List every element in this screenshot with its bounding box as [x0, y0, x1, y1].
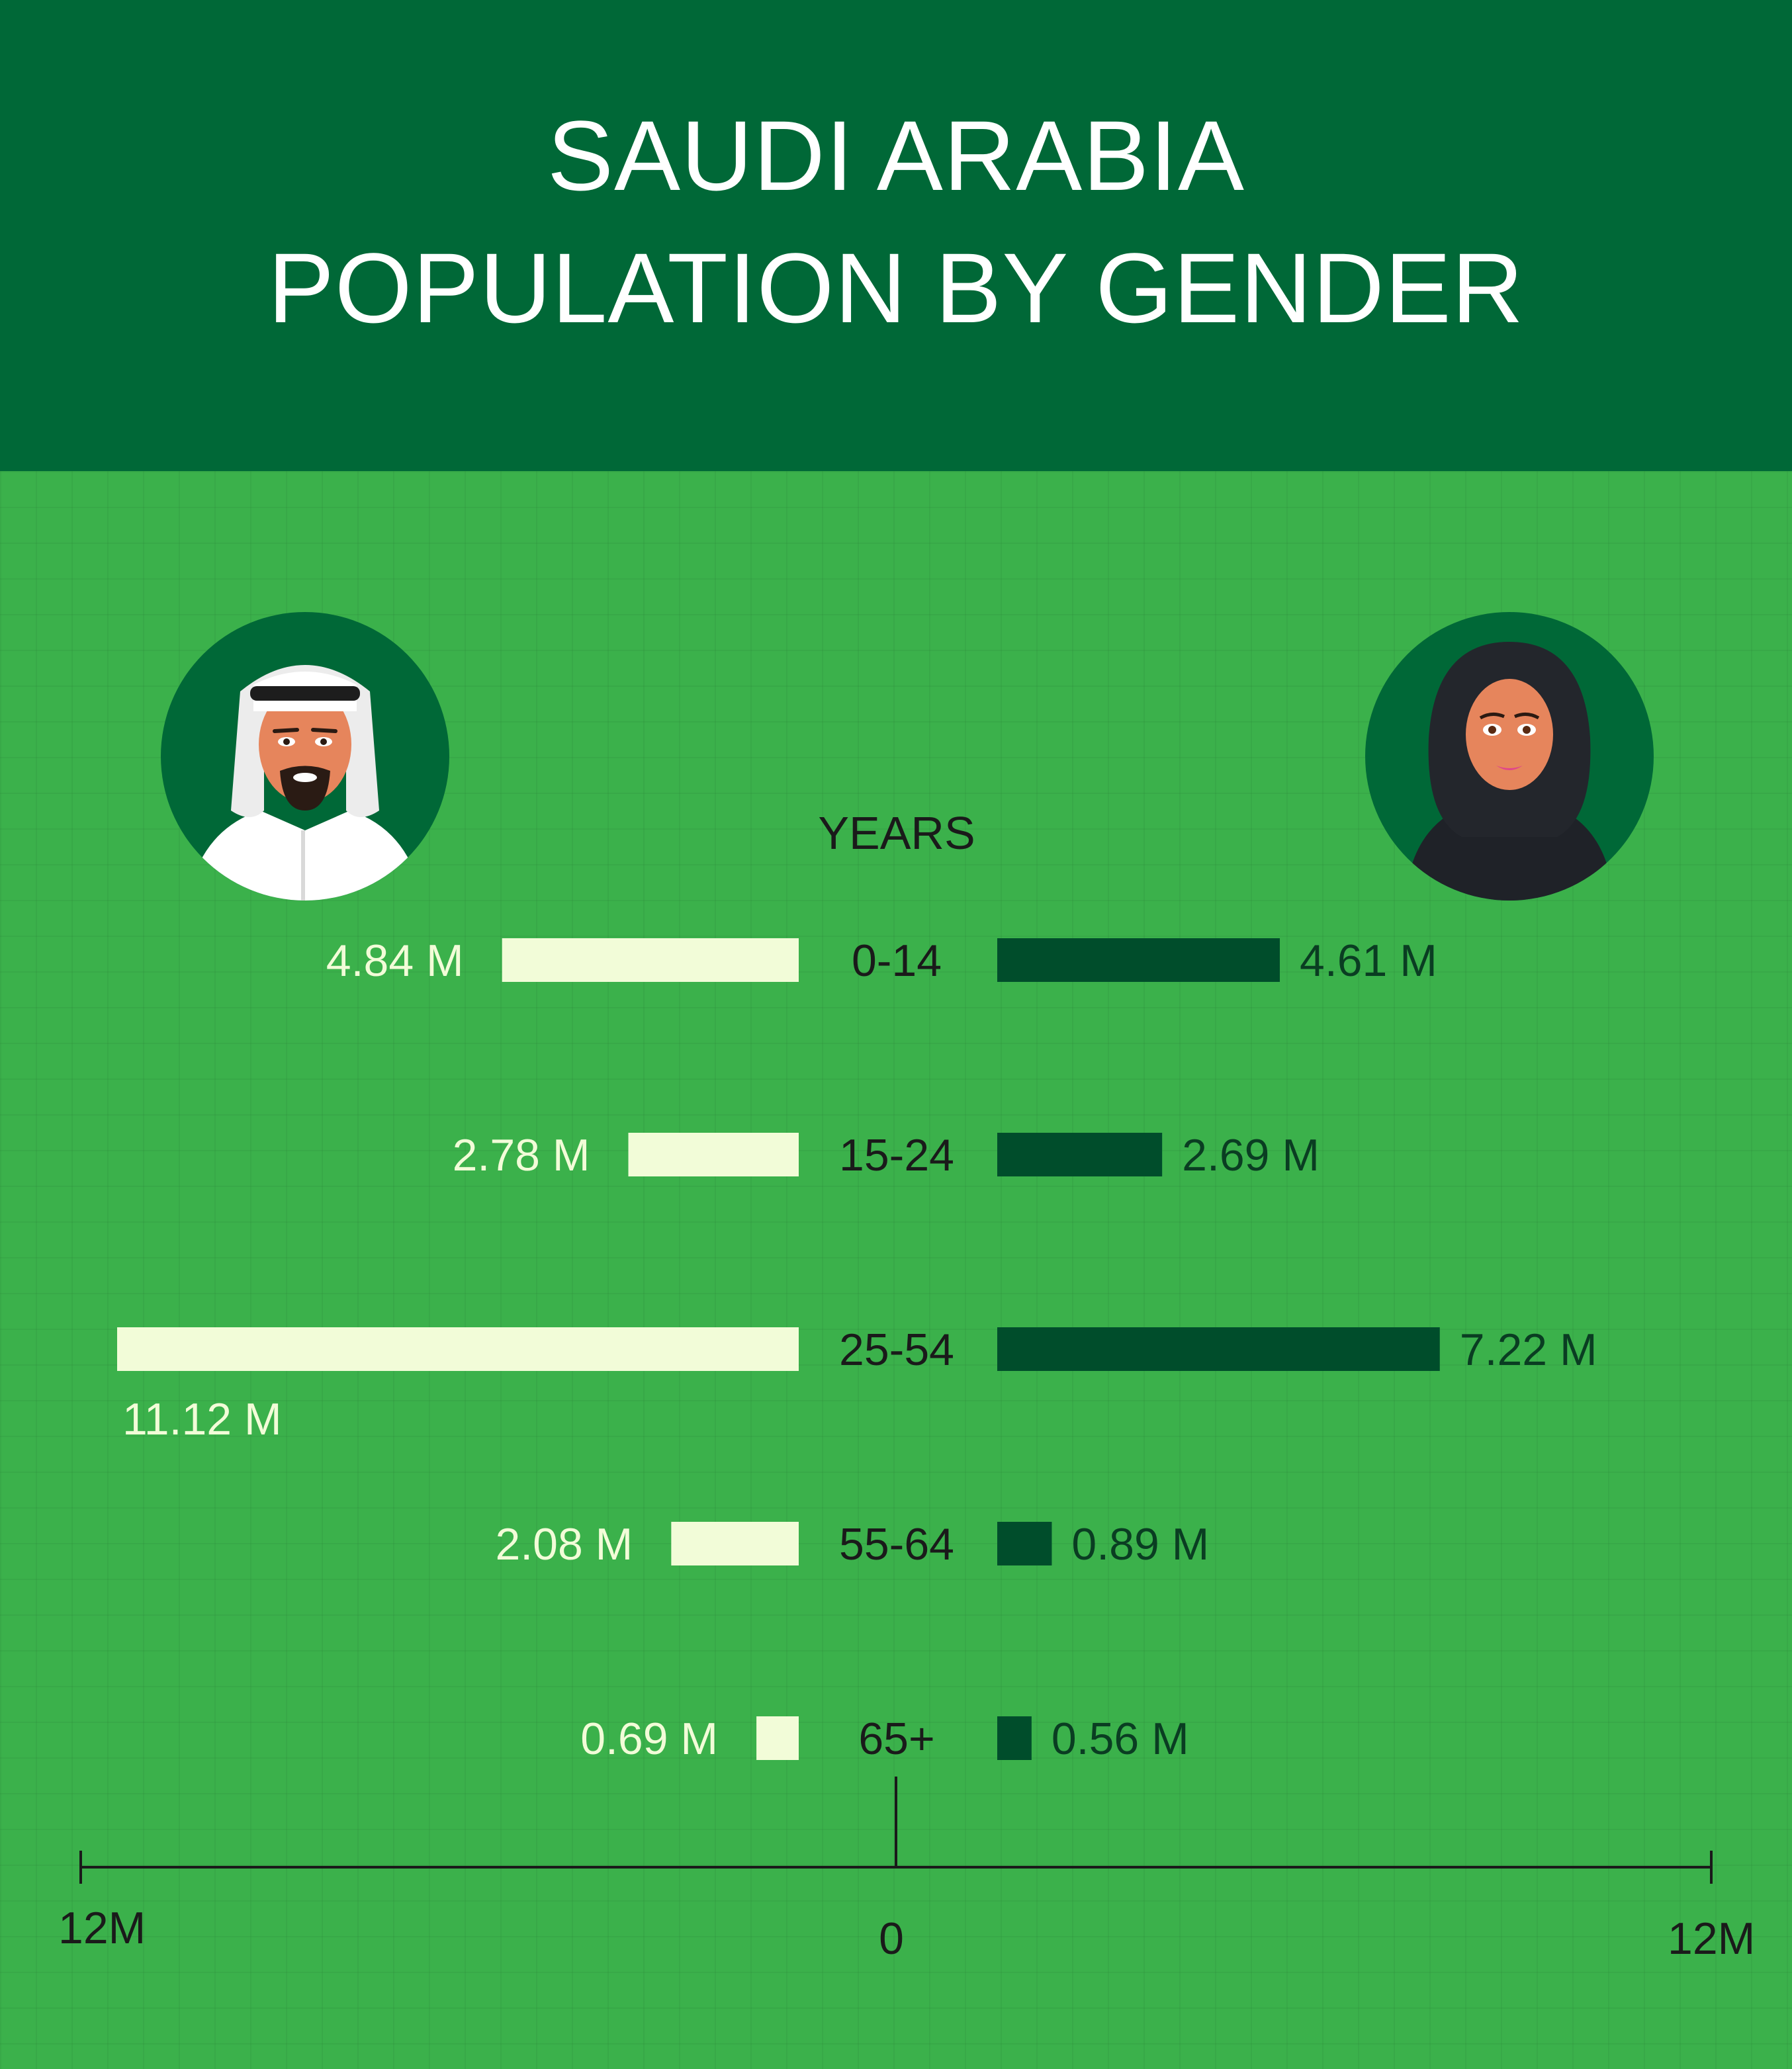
x-axis-left-label: 12M: [58, 1903, 146, 1953]
male-value-label: 4.84 M: [326, 936, 464, 986]
female-bar-25-54: [997, 1327, 1440, 1371]
category-label: 25-54: [839, 1325, 954, 1375]
page-title-line-1: SAUDI ARABIA: [547, 100, 1245, 211]
category-label: 65+: [858, 1714, 934, 1764]
female-bar-65+: [997, 1716, 1032, 1760]
male-bar-25-54: [117, 1327, 799, 1371]
saudi-woman-avatar-icon: [1365, 612, 1654, 901]
header-banner: SAUDI ARABIA POPULATION BY GENDER: [0, 0, 1792, 471]
x-axis-center-label: 0: [879, 1914, 904, 1964]
female-bar-0-14: [997, 938, 1280, 982]
page-title-line-2: POPULATION BY GENDER: [267, 232, 1525, 343]
category-label: 15-24: [839, 1130, 954, 1180]
female-value-label: 7.22 M: [1460, 1325, 1597, 1375]
male-value-label: 0.69 M: [580, 1714, 718, 1764]
male-bar-65+: [756, 1716, 799, 1760]
saudi-man-avatar-icon: [161, 612, 449, 901]
male-value-label: 2.78 M: [453, 1130, 590, 1180]
male-bar-55-64: [671, 1522, 799, 1565]
female-value-label: 2.69 M: [1182, 1130, 1320, 1180]
category-label: 0-14: [852, 936, 942, 986]
category-label: 55-64: [839, 1519, 954, 1569]
female-value-label: 4.61 M: [1300, 936, 1437, 986]
male-bar-15-24: [628, 1133, 799, 1176]
female-bar-55-64: [997, 1522, 1052, 1565]
male-value-label: 2.08 M: [495, 1519, 633, 1569]
male-value-label: 11.12 M: [122, 1394, 282, 1444]
female-value-label: 0.56 M: [1052, 1714, 1189, 1764]
female-bar-15-24: [997, 1133, 1163, 1176]
category-header-label: YEARS: [818, 807, 975, 859]
female-value-label: 0.89 M: [1071, 1519, 1209, 1569]
male-bar-0-14: [502, 938, 799, 982]
x-axis-right-label: 12M: [1668, 1914, 1755, 1964]
